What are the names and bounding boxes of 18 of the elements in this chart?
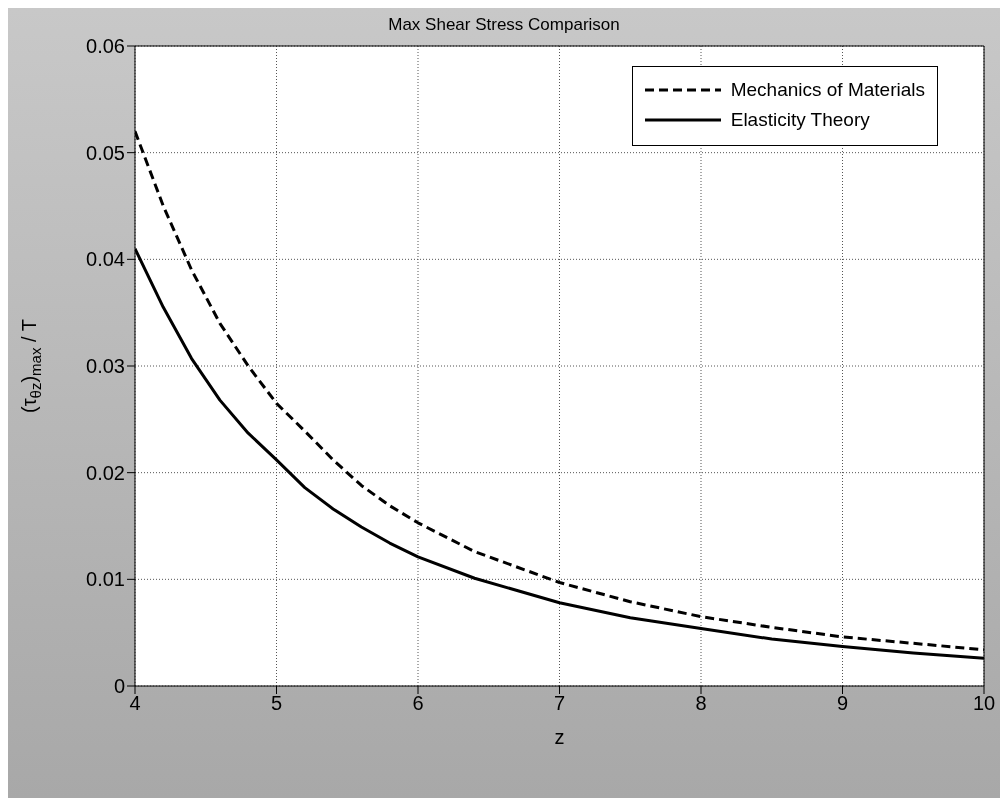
y-tick-label: 0.01 — [86, 568, 125, 591]
y-tick-label: 0.02 — [86, 461, 125, 484]
y-tick-label: 0.05 — [86, 141, 125, 164]
x-tick-label: 10 — [972, 692, 996, 715]
chart-title: Max Shear Stress Comparison — [388, 15, 620, 34]
x-tick-label: 5 — [270, 692, 283, 715]
x-tick-label: 7 — [553, 692, 566, 715]
x-tick-label: 9 — [836, 692, 849, 715]
y-tick-label: 0.03 — [86, 355, 125, 378]
legend-label: Mechanics of Materials — [730, 79, 925, 101]
y-tick-label: 0.04 — [86, 248, 125, 271]
legend-label: Elasticity Theory — [730, 109, 870, 131]
x-tick-label: 8 — [695, 692, 707, 715]
y-tick-label: 0 — [113, 675, 125, 698]
x-tick-label: 4 — [129, 692, 141, 715]
y-tick-label: 0.06 — [86, 35, 125, 58]
x-tick-label: 6 — [412, 692, 424, 715]
x-axis-title: z — [554, 726, 565, 748]
